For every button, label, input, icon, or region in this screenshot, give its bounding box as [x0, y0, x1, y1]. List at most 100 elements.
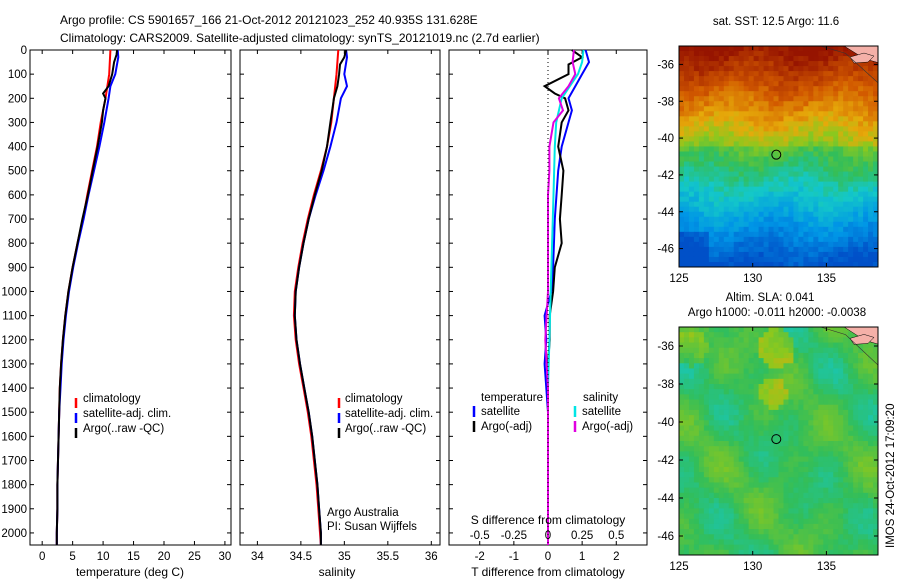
map-cell [748, 126, 755, 132]
map-cell [698, 146, 705, 153]
map-cell [693, 191, 700, 198]
map-cell [788, 56, 795, 62]
map-cell [688, 466, 695, 473]
map-cell [763, 425, 770, 432]
map-cell [773, 146, 780, 153]
map-cell [679, 96, 685, 102]
map-cell [828, 456, 834, 463]
map-cell [718, 171, 725, 178]
map-cell [733, 206, 740, 213]
map-cell [698, 518, 705, 525]
map-cell [818, 389, 824, 395]
map-cell [793, 186, 799, 193]
map-cell [703, 116, 710, 122]
map-cell [688, 96, 695, 102]
depth-tick-label: 1200 [1, 335, 27, 347]
map-cell [753, 231, 760, 238]
map-cell [868, 347, 874, 354]
map-cell [828, 126, 834, 132]
map-cell [853, 368, 859, 375]
map-cell [838, 156, 844, 163]
map-cell [808, 161, 814, 168]
map-cell [838, 101, 844, 107]
map-cell [808, 261, 814, 267]
map-cell [723, 171, 730, 178]
map-cell [698, 131, 705, 138]
map-cell [738, 492, 745, 499]
map-cell [813, 226, 819, 233]
map-cell [823, 513, 829, 520]
map-cell [703, 394, 710, 401]
map-cell [813, 191, 819, 198]
map-cell [679, 171, 685, 178]
map-cell [843, 56, 849, 62]
map-cell [758, 71, 765, 77]
map-cell [738, 404, 745, 411]
map-cell [679, 529, 685, 535]
map-cell [748, 482, 755, 489]
map-cell [818, 409, 824, 416]
map-cell [853, 394, 859, 401]
map-cell [858, 96, 864, 102]
map-cell [868, 131, 874, 138]
map-cell [679, 76, 685, 82]
map-cell [679, 106, 685, 112]
map-cell [763, 404, 770, 411]
map-cell [708, 186, 715, 193]
map-cell [768, 347, 775, 354]
map-cell [713, 358, 720, 364]
map-cell [843, 181, 849, 188]
map-cell [828, 96, 834, 102]
map-cell [863, 91, 869, 97]
map-cell [793, 544, 799, 551]
map-cell [768, 492, 775, 499]
map-cell [698, 492, 705, 499]
map-cell [688, 66, 695, 72]
map-cell [693, 518, 700, 525]
map-cell [698, 342, 705, 349]
map-cell [858, 141, 864, 148]
map-cell [803, 241, 809, 248]
map-cell [868, 196, 874, 203]
map-cell [683, 415, 690, 421]
map-cell [843, 368, 849, 375]
map-cell [693, 544, 700, 551]
map-cell [848, 466, 854, 473]
map-cell [738, 544, 745, 551]
map-cell [788, 121, 795, 127]
map-cell [828, 191, 834, 198]
map-cell [763, 261, 770, 267]
map-cell [693, 246, 700, 253]
map-cell [703, 126, 710, 132]
map-cell [863, 201, 869, 208]
map-cell [873, 394, 878, 401]
map-cell [713, 384, 720, 390]
map-cell [758, 352, 765, 359]
map-cell [848, 472, 854, 478]
map-cell [723, 446, 730, 452]
map-cell [688, 472, 695, 478]
map-cell [823, 216, 829, 223]
map-cell [768, 477, 775, 484]
map-cell [753, 186, 760, 193]
map-cell [728, 96, 735, 102]
map-cell [683, 146, 690, 153]
legend-group-salinity: salinity [583, 392, 618, 404]
map-cell [863, 451, 869, 458]
map-cell [703, 358, 710, 364]
map-cell [683, 461, 690, 468]
map-cell [853, 81, 859, 87]
map-cell [748, 373, 755, 380]
map-cell [788, 136, 795, 143]
map-cell [758, 441, 765, 447]
map-cell [758, 206, 765, 213]
map-cell [758, 236, 765, 243]
map-cell [773, 466, 780, 473]
map-cell [679, 116, 685, 122]
map-cell [833, 191, 839, 198]
map-cell [808, 420, 814, 427]
map-cell [788, 171, 795, 178]
map-cell [788, 46, 795, 52]
map-cell [713, 508, 720, 515]
map-cell [838, 508, 844, 515]
